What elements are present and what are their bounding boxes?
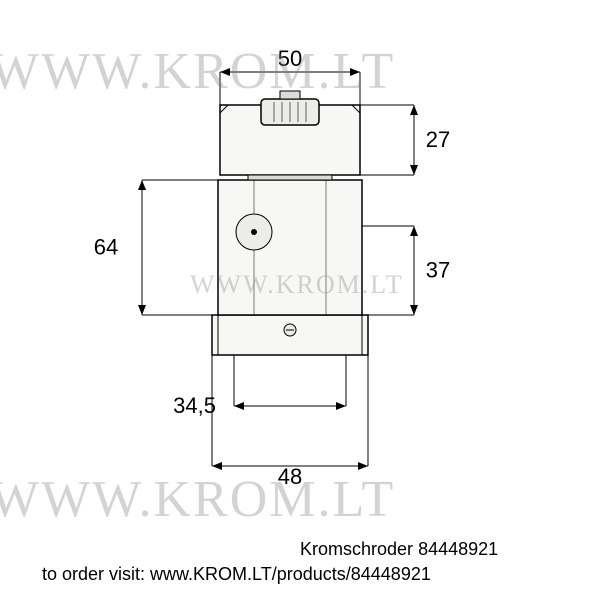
dim-top-width: 50 [278, 46, 302, 71]
dim-left-height: 64 [94, 235, 118, 260]
part-number: 84448921 [418, 539, 498, 559]
order-prefix: to order visit: [42, 564, 150, 584]
technical-drawing: 50 27 64 37 34,5 48 Kromschroder 84448921 to … [0, 0, 600, 600]
brand-label: Kromschroder [300, 539, 413, 559]
order-url: www.KROM.LT/products/84448921 [149, 564, 431, 584]
svg-text:to order visit: www.KRO: to order visit: www.KROM.LT/products/844… [42, 564, 431, 584]
svg-text:Kromschroder 844: Kromschroder 84448921 [300, 539, 498, 559]
footer-text-group: Kromschroder 84448921 to order visit: ww… [42, 539, 498, 584]
dim-total-width: 48 [278, 464, 302, 489]
dim-base-width: 34,5 [173, 393, 216, 418]
valve-part [212, 91, 368, 355]
dim-right-height: 37 [426, 258, 450, 283]
dim-top-height: 27 [426, 127, 450, 152]
